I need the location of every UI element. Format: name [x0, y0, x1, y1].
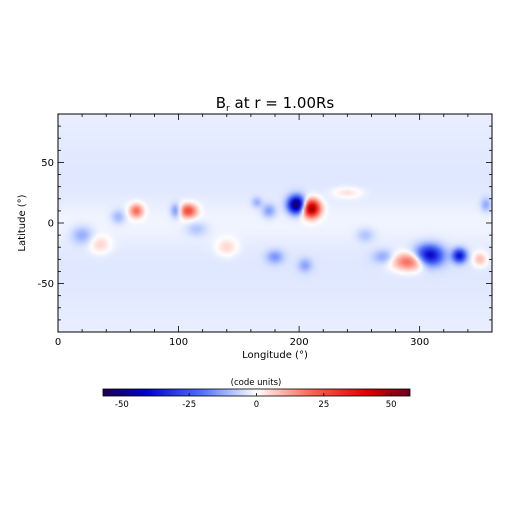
colorbar-ticks: -50 -25 0 25 50	[115, 393, 397, 410]
plot-area	[57, 113, 493, 333]
x-axis-label: Longitude (°)	[242, 350, 308, 361]
chart-title: Br at r = 1.00Rs	[216, 94, 335, 114]
colorbar: (code units) -50 -25 0 25 50	[102, 378, 411, 410]
y-axis: -50 0 50	[38, 125, 492, 321]
colorbar-label: (code units)	[231, 378, 282, 388]
colorbar-tick-label: 0	[254, 400, 259, 410]
y-tick-label: 50	[41, 158, 54, 169]
x-tick-label: 200	[290, 337, 309, 348]
x-axis: 0 100 200 300	[55, 114, 493, 348]
x-tick-label: 0	[55, 337, 61, 348]
colorbar-tick-label: 25	[318, 400, 329, 410]
y-axis-label: Latitude (°)	[17, 194, 28, 251]
colorbar-tick-label: -50	[115, 400, 129, 410]
y-tick-label: -50	[38, 279, 54, 290]
y-tick-label: 0	[48, 219, 54, 230]
colorbar-tick-label: -25	[182, 400, 196, 410]
x-tick-label: 300	[410, 337, 429, 348]
x-tick-label: 100	[169, 337, 188, 348]
colorbar-tick-label: 50	[386, 400, 397, 410]
heatmap-image	[58, 114, 492, 332]
